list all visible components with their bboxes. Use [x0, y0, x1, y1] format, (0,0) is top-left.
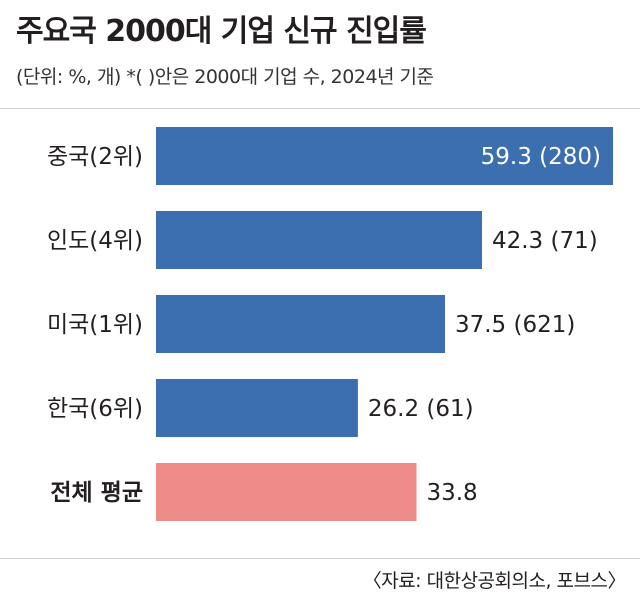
bottom-rule [0, 558, 640, 559]
category-label-0: 중국(2위) [47, 144, 143, 170]
bar-0 [156, 127, 613, 185]
category-label-3: 한국(6위) [47, 396, 143, 422]
value-label-4: 33.8 [426, 480, 477, 506]
category-label-2: 미국(1위) [47, 312, 143, 338]
source-note: 〈자료: 대한상공회의소, 포브스〉 [362, 570, 627, 592]
bar-2 [156, 295, 445, 353]
value-label-1: 42.3 (71) [492, 228, 598, 254]
bar-chart: 중국(2위) 59.3 (280) 인도(4위) 42.3 (71) 미국(1위) 37.… [47, 127, 613, 521]
chart-subtitle: (단위: %, 개) *( )안은 2000대 기업 수, 2024년 기준 [16, 66, 434, 88]
value-label-2: 37.5 (621) [455, 312, 575, 338]
bar-1 [156, 211, 482, 269]
top-rule [0, 108, 640, 109]
bar-3 [156, 379, 358, 437]
bar-4 [156, 463, 417, 521]
chart-title: 주요국 2000대 기업 신규 진입률 [16, 14, 427, 49]
category-label-1: 인도(4위) [47, 228, 143, 254]
category-label-4: 전체 평균 [50, 480, 143, 506]
value-label-3: 26.2 (61) [368, 396, 474, 422]
value-label-0: 59.3 (280) [481, 144, 601, 170]
